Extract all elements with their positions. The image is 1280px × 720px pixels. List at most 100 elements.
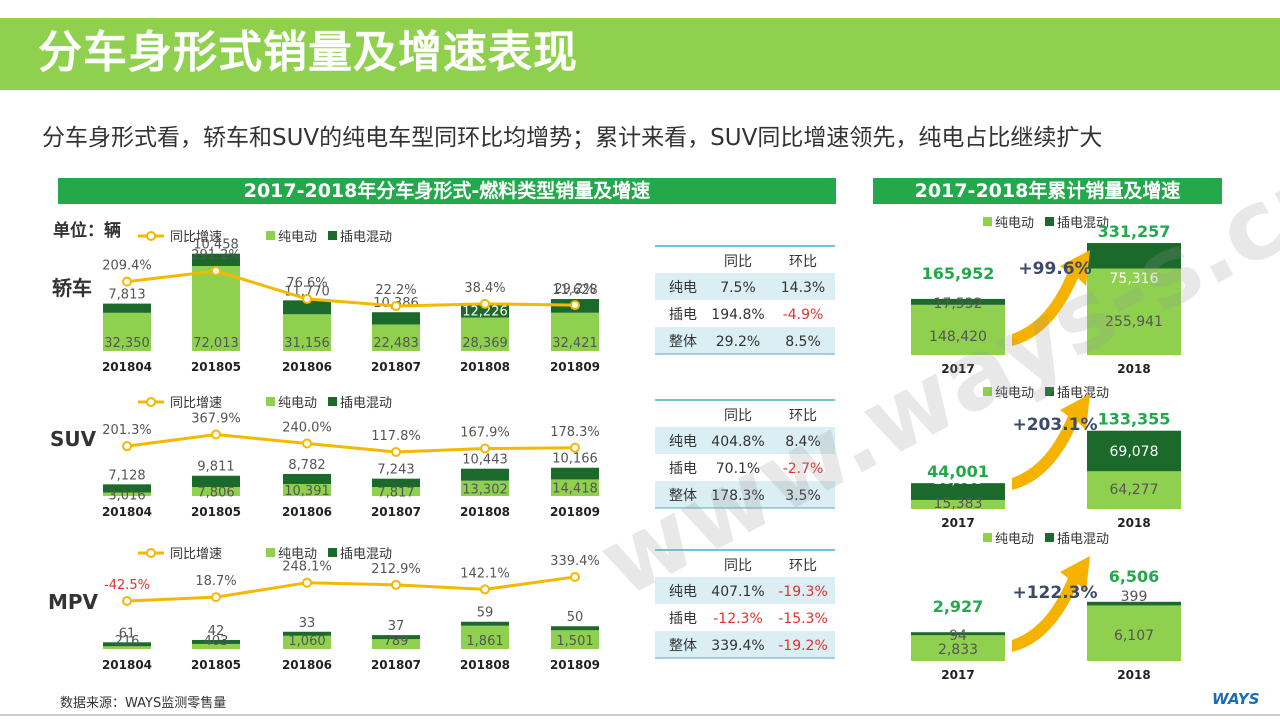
- suv-phev-label: 7,243: [377, 463, 414, 478]
- mpv-bev-bar: [461, 625, 509, 649]
- cum-suv-phev-label: 69,078: [1110, 444, 1159, 460]
- mpv-table-row-bg: [655, 577, 835, 604]
- sedan-bev-label: 72,013: [193, 336, 239, 351]
- sedan-bev-bar: [551, 312, 599, 351]
- sedan-growth-label: 22.2%: [375, 283, 416, 298]
- mpv-table-header: 同比: [724, 558, 752, 574]
- cum-sedan-legend-phev-swatch: [1045, 217, 1054, 226]
- mpv-growth-point: [480, 584, 490, 595]
- suv-bev-label: 7,817: [377, 486, 414, 501]
- left-chart-banner: 2017-2018年分车身形式-燃料类型销量及增速: [58, 178, 836, 204]
- suv-growth-point: [570, 442, 580, 453]
- sedan-bev-label: 32,350: [104, 336, 150, 351]
- suv-table-cell: 178.3%: [711, 488, 764, 504]
- cum-mpv-bev-label: 6,107: [1114, 628, 1154, 644]
- sedan-bev-bar: [372, 324, 420, 351]
- mpv-phev-bar: [372, 635, 420, 640]
- cum-mpv-bev-label: 2,833: [938, 642, 978, 658]
- mpv-phev-label: 59: [477, 606, 494, 621]
- suv-bev-bar: [283, 484, 331, 496]
- mpv-x-tick: 201805: [191, 658, 241, 672]
- sedan-bev-label: 22,483: [373, 336, 419, 351]
- mpv-phev-label: 50: [567, 610, 584, 625]
- suv-table-cell: 插电: [669, 461, 697, 477]
- suv-x-tick: 201807: [371, 505, 421, 519]
- suv-bev-bar: [372, 487, 420, 496]
- mpv-growth-label: -42.5%: [104, 578, 150, 593]
- mpv-bev-label: 1,060: [288, 634, 325, 649]
- cum-sedan-phev-bar: [1087, 243, 1181, 269]
- unit-label: 单位：辆: [53, 221, 121, 241]
- suv-phev-bar: [192, 475, 240, 488]
- suv-bev-label: 10,391: [284, 484, 330, 499]
- cum-sedan-phev-label: 75,316: [1110, 271, 1159, 287]
- cum-suv-total-label: 133,355: [1098, 410, 1171, 429]
- cum-sedan-total-label: 165,952: [922, 264, 995, 283]
- suv-x-tick: 201808: [460, 505, 510, 519]
- sedan-table-cell: 8.5%: [785, 334, 821, 350]
- mpv-growth-point: [570, 571, 580, 582]
- mpv-growth-label: 18.7%: [195, 574, 236, 589]
- row-label-sedan: 轿车: [52, 276, 92, 300]
- sedan-table-header: 环比: [789, 254, 817, 270]
- page-subtitle: 分车身形式看，轿车和SUV的纯电车型同环比均增势；累计来看，SUV同比增速领先，…: [42, 125, 1103, 151]
- suv-phev-label: 10,166: [552, 452, 598, 467]
- sedan-legend-bev-swatch: [266, 231, 275, 240]
- sedan-legend-bev-label: 纯电动: [278, 230, 317, 245]
- mpv-phev-bar: [192, 639, 240, 644]
- sedan-phev-bar: [461, 303, 509, 318]
- cum-sedan-total-label: 331,257: [1098, 222, 1171, 241]
- suv-growth-point: [302, 438, 312, 449]
- suv-legend-phev-label: 插电混动: [340, 396, 392, 411]
- sedan-phev-label: 12,226: [462, 304, 508, 319]
- sedan-bev-bar: [283, 314, 331, 351]
- mpv-growth-point: [302, 577, 312, 588]
- suv-x-tick: 201806: [282, 505, 332, 519]
- cum-mpv-x-tick: 2017: [941, 668, 974, 682]
- cum-mpv-legend-bev-swatch: [983, 533, 992, 542]
- suv-bev-label: 7,806: [197, 486, 234, 501]
- mpv-legend-line-label: 同比增速: [170, 547, 222, 562]
- mpv-phev-bar: [461, 621, 509, 626]
- suv-table-header: 环比: [789, 408, 817, 424]
- sedan-phev-label: 10,458: [193, 238, 239, 253]
- sedan-table-cell: 插电: [669, 307, 697, 323]
- sedan-legend-phev-label: 插电混动: [340, 230, 392, 245]
- mpv-legend-bev-swatch: [266, 548, 275, 557]
- sedan-x-tick: 201807: [371, 360, 421, 374]
- suv-bev-bar: [461, 480, 509, 496]
- cum-sedan-legend-phev-label: 插电混动: [1057, 216, 1109, 231]
- sedan-bev-bar: [461, 317, 509, 351]
- mpv-legend-bev-label: 纯电动: [278, 547, 317, 562]
- sedan-bev-bar: [192, 266, 240, 351]
- page-title: 分车身形式销量及增速表现: [38, 27, 578, 78]
- suv-bev-label: 3,016: [108, 488, 145, 503]
- sedan-phev-bar: [103, 303, 151, 313]
- mpv-growth-label: 248.1%: [282, 560, 332, 575]
- cum-mpv-phev-label: 94: [949, 628, 967, 644]
- cum-suv-growth-arrow: [1012, 394, 1090, 490]
- cum-mpv-growth-label: +122.3%: [1012, 583, 1097, 603]
- suv-table-cell: -2.7%: [783, 461, 824, 477]
- sedan-growth-label: 291.2%: [191, 248, 241, 263]
- suv-phev-bar: [551, 467, 599, 480]
- mpv-growth-point: [211, 592, 221, 603]
- mpv-bev-bar: [192, 643, 240, 649]
- sedan-growth-point: [122, 276, 132, 287]
- suv-table-cell: 404.8%: [711, 434, 764, 450]
- sedan-table-cell: 194.8%: [711, 307, 764, 323]
- mpv-legend-phev-swatch: [328, 548, 337, 557]
- mpv-phev-label: 61: [119, 626, 136, 641]
- suv-x-tick: 201805: [191, 505, 241, 519]
- sedan-growth-point: [480, 298, 490, 309]
- cum-suv-total-label: 44,001: [927, 462, 989, 481]
- suv-phev-bar: [461, 468, 509, 481]
- footer-divider: [0, 714, 1280, 716]
- cum-sedan-x-tick: 2018: [1117, 362, 1150, 376]
- mpv-table-cell: 整体: [669, 638, 697, 654]
- suv-bev-bar: [103, 492, 151, 496]
- suv-table-row-bg: [655, 427, 835, 454]
- sedan-bev-label: 28,369: [462, 336, 508, 351]
- mpv-x-tick: 201804: [102, 658, 152, 672]
- sedan-x-tick: 201808: [460, 360, 510, 374]
